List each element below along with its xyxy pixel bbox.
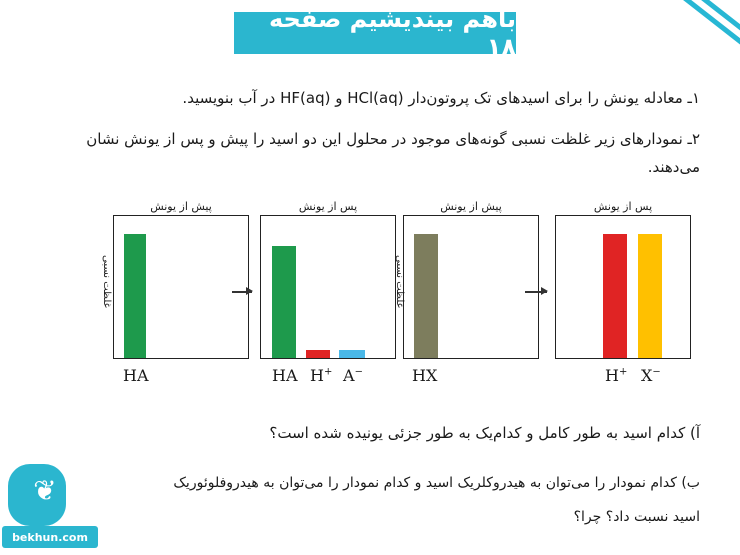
- chart-hx-before: [403, 215, 539, 359]
- panel-caption: پس از یونش: [593, 200, 653, 213]
- bar-h-plus: [603, 234, 627, 358]
- arrow-right-icon: [232, 288, 253, 294]
- arrow-right-icon: [525, 288, 548, 294]
- tick-label-a-minus: A−: [343, 366, 363, 385]
- question-2: ۲ـ نمودارهای زیر غلظت نسبی گونه‌های موجو…: [86, 130, 700, 176]
- bar-hx: [414, 234, 438, 358]
- y-axis-label: غلظت نسبی: [101, 255, 112, 308]
- question-a: آ) کدام اسید به طور کامل و کدام‌یک به طو…: [269, 424, 700, 442]
- book-leaf-icon: ❦: [33, 474, 57, 507]
- tick-label-ha: HA: [272, 366, 298, 385]
- chart-ha-after: [260, 215, 396, 359]
- chart-hx-after: [555, 215, 691, 359]
- tick-label-ha: HA: [123, 366, 149, 385]
- tick-label-hx: HX: [412, 366, 438, 385]
- bekhun-logo: ❦ bekhun.com: [0, 464, 104, 552]
- bar-a-minus: [339, 350, 365, 358]
- page-title: باهم بیندیشیم صفحه ۱۸: [234, 5, 516, 61]
- panel-caption: پیش از یونش: [440, 200, 502, 213]
- question-b: ب) کدام نمودار را می‌توان به هیدروکلریک …: [173, 475, 700, 525]
- chart-ha-before: [113, 215, 249, 359]
- y-axis-label: غلظت نسبی: [394, 255, 405, 308]
- panel-caption: پیش از یونش: [150, 200, 212, 213]
- bar-ha: [124, 234, 146, 358]
- bar-ha: [272, 246, 296, 358]
- bar-x-minus: [638, 234, 662, 358]
- bar-h-plus: [306, 350, 330, 358]
- tick-label-h-plus: H+: [605, 366, 628, 385]
- corner-decoration: [650, 0, 740, 70]
- tick-label-h-plus: H+: [310, 366, 333, 385]
- panel-caption: پس از یونش: [298, 200, 358, 213]
- question-1: ۱ـ معادله یونش را برای اسیدهای تک پروتون…: [182, 89, 700, 107]
- tick-label-x-minus: X−: [641, 366, 661, 385]
